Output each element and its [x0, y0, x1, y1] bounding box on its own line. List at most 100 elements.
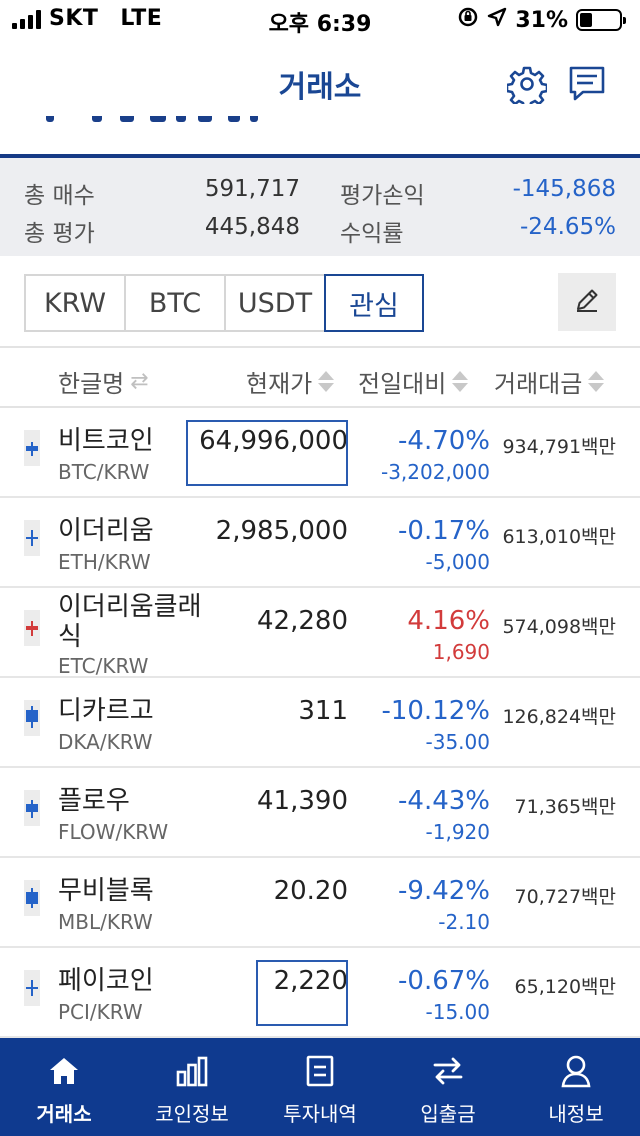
coin-name: 이더리움 — [58, 516, 154, 546]
page-title: 거래소 — [278, 70, 362, 105]
location-icon — [487, 7, 507, 33]
bar-chart-icon — [173, 1052, 211, 1090]
coin-name: 디카르고 — [58, 696, 154, 726]
coin-name: 비트코인 — [58, 426, 154, 456]
candle-icon — [24, 520, 40, 556]
transfer-icon — [429, 1052, 467, 1090]
coin-name: 페이코인 — [58, 966, 154, 996]
column-name-label: 한글명 — [58, 370, 125, 398]
swap-icon: ⇄ — [130, 369, 149, 394]
coin-change-amount: -3,202,000 — [380, 460, 490, 484]
coin-change-rate: -10.12% — [381, 696, 490, 726]
nav-exchange[interactable]: 거래소 — [0, 1038, 128, 1136]
bottom-nav: 거래소 코인정보 투자내역 입출금 내정보 — [0, 1038, 640, 1136]
coin-row-mbl[interactable]: 무비블록 MBL/KRW 20.20 -9.42% -2.10 70,727백만 — [0, 858, 640, 948]
sort-icon — [452, 371, 469, 392]
coin-row-flow[interactable]: 플로우 FLOW/KRW 41,390 -4.43% -1,920 71,365… — [0, 768, 640, 858]
coin-ticker: BTC/KRW — [58, 460, 150, 484]
price-tick-highlight — [256, 960, 348, 1026]
price-tick-highlight — [186, 420, 348, 486]
home-icon — [45, 1052, 83, 1090]
user-icon — [557, 1052, 595, 1090]
coin-price: 2,985,000 — [215, 516, 348, 546]
coin-row-etc[interactable]: 이더리움클래 식 ETC/KRW 42,280 4.16% 1,690 574,0… — [0, 588, 640, 678]
coin-name-line1: 이더리움클래 — [58, 592, 202, 622]
coin-volume: 613,010백만 — [502, 526, 616, 548]
coin-name: 이더리움클래 식 — [58, 592, 202, 652]
nav-label: 거래소 — [36, 1102, 92, 1126]
coin-volume: 71,365백만 — [514, 796, 616, 818]
sort-change-button[interactable]: 전일대비 — [358, 364, 469, 399]
tab-usdt[interactable]: USDT — [224, 274, 324, 332]
column-change-label: 전일대비 — [358, 370, 447, 398]
nav-label: 내정보 — [548, 1102, 604, 1126]
coin-ticker: ETH/KRW — [58, 550, 151, 574]
coin-change-amount: -2.10 — [438, 910, 490, 934]
coin-ticker: FLOW/KRW — [58, 820, 169, 844]
coin-change-amount: -15.00 — [425, 1000, 490, 1024]
eval-pl-label: 평가손익 — [340, 183, 425, 209]
coin-name: 무비블록 — [58, 876, 154, 906]
coin-change-rate: 4.16% — [407, 606, 490, 636]
coin-change-rate: -0.67% — [398, 966, 490, 996]
sort-volume-button[interactable]: 거래대금 — [494, 364, 605, 399]
tab-favorites[interactable]: 관심 — [324, 274, 424, 332]
coin-volume: 70,727백만 — [514, 886, 616, 908]
nav-my-info[interactable]: 내정보 — [512, 1038, 640, 1136]
candle-icon — [24, 970, 40, 1006]
coin-row-dka[interactable]: 디카르고 DKA/KRW 311 -10.12% -35.00 126,824백… — [0, 678, 640, 768]
coin-change-amount: -35.00 — [425, 730, 490, 754]
app-header: 거래소 — [0, 40, 640, 126]
coin-volume: 574,098백만 — [502, 616, 616, 638]
gear-icon[interactable] — [505, 64, 549, 110]
total-buy-value: 591,717 — [204, 176, 300, 202]
coin-ticker: DKA/KRW — [58, 730, 153, 754]
coin-change-amount: 1,690 — [432, 640, 490, 664]
chat-icon[interactable] — [567, 64, 607, 104]
battery-percent: 31% — [515, 7, 568, 33]
nav-coin-info[interactable]: 코인정보 — [128, 1038, 256, 1136]
status-time: 오후 6:39 — [268, 12, 372, 37]
nav-investments[interactable]: 투자내역 — [256, 1038, 384, 1136]
coin-row-eth[interactable]: 이더리움 ETH/KRW 2,985,000 -0.17% -5,000 613… — [0, 498, 640, 588]
total-eval-label: 총 평가 — [24, 221, 95, 247]
candle-icon — [24, 880, 40, 916]
column-headers: 한글명 ⇄ 현재가 전일대비 거래대금 — [0, 346, 640, 408]
column-price-label: 현재가 — [246, 370, 313, 398]
coin-volume: 934,791백만 — [502, 436, 616, 458]
coin-row-btc[interactable]: 비트코인 BTC/KRW 64,996,000 -4.70% -3,202,00… — [0, 408, 640, 498]
nav-deposit-withdraw[interactable]: 입출금 — [384, 1038, 512, 1136]
coin-price: 41,390 — [257, 786, 348, 816]
battery-icon — [576, 9, 626, 31]
status-bar: SKT LTE 오후 6:39 31% — [0, 0, 640, 40]
candle-icon — [24, 790, 40, 826]
edit-favorites-button[interactable] — [558, 273, 616, 331]
yield-label: 수익률 — [340, 221, 404, 247]
sort-name-button[interactable]: 한글명 ⇄ — [58, 364, 149, 399]
coin-change-rate: -0.17% — [398, 516, 490, 546]
coin-change-amount: -1,920 — [425, 820, 490, 844]
coin-volume: 126,824백만 — [502, 706, 616, 728]
nav-label: 투자내역 — [283, 1102, 357, 1126]
tab-btc[interactable]: BTC — [124, 274, 224, 332]
candle-icon — [24, 700, 40, 736]
nav-label: 코인정보 — [155, 1102, 229, 1126]
coin-row-pci[interactable]: 페이코인 PCI/KRW 2,220 -0.67% -15.00 65,120백… — [0, 948, 640, 1038]
tab-krw[interactable]: KRW — [24, 274, 124, 332]
coin-price: 2,220 — [273, 966, 348, 996]
nav-label: 입출금 — [420, 1102, 476, 1126]
portfolio-summary: 총 매수 591,717 평가손익 -145,868 총 평가 445,848 … — [0, 154, 640, 256]
column-volume-label: 거래대금 — [494, 370, 583, 398]
coin-ticker: PCI/KRW — [58, 1000, 143, 1024]
rotation-lock-icon — [457, 6, 479, 34]
candle-icon — [24, 610, 40, 646]
yield-value: -24.65% — [520, 214, 616, 240]
total-buy-label: 총 매수 — [24, 183, 95, 209]
carrier-label: SKT — [49, 6, 99, 31]
coin-change-amount: -5,000 — [425, 550, 490, 574]
coin-change-rate: -4.43% — [398, 786, 490, 816]
coin-price: 311 — [298, 696, 348, 726]
coin-name: 플로우 — [58, 786, 130, 816]
sort-price-button[interactable]: 현재가 — [246, 364, 335, 399]
coin-ticker: MBL/KRW — [58, 910, 153, 934]
